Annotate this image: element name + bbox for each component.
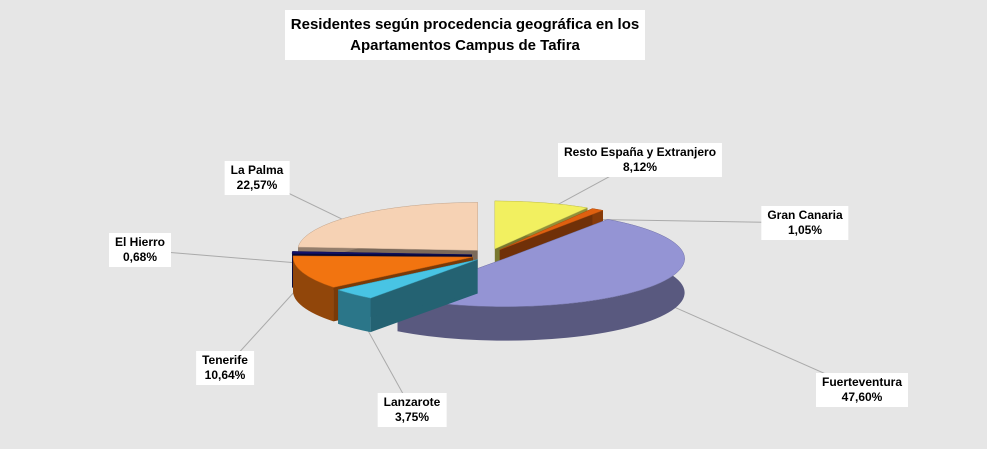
category-label: El Hierro [114, 235, 166, 249]
slice-top [292, 255, 474, 288]
value-label: 0,68% [122, 250, 158, 264]
category-label: Resto España y Extranjero [563, 145, 717, 159]
chart-title: Residentes según procedencia geográfica … [285, 10, 645, 60]
category-label: Gran Canaria [767, 208, 843, 222]
category-label: Fuerteventura [821, 375, 903, 389]
data-label: Fuerteventura 47,60% [815, 373, 909, 407]
data-label: La Palma 22,57% [224, 161, 290, 195]
slice-top [494, 200, 589, 250]
data-label: Tenerife 10,64% [196, 351, 254, 385]
value-label: 3,75% [394, 410, 430, 424]
category-label: Lanzarote [383, 395, 441, 409]
data-label: Gran Canaria 1,05% [761, 206, 849, 240]
slice-top [499, 208, 604, 250]
value-label: 22,57% [236, 178, 278, 192]
slice-side [292, 255, 334, 322]
data-label: Lanzarote 3,75% [377, 393, 447, 427]
slice-top [297, 202, 478, 251]
slice-side [338, 289, 371, 333]
category-label: Tenerife [202, 353, 248, 367]
slice-face [338, 259, 478, 324]
value-label: 8,12% [622, 160, 658, 174]
value-label: 47,60% [841, 390, 883, 404]
data-label: El Hierro 0,68% [108, 233, 172, 267]
value-label: 1,05% [787, 223, 823, 237]
data-label: Resto España y Extranjero 8,12% [557, 143, 723, 177]
value-label: 10,64% [204, 368, 246, 382]
slice [337, 259, 478, 333]
slice-top [337, 259, 478, 299]
category-label: La Palma [230, 163, 284, 177]
slice-top [291, 251, 473, 255]
